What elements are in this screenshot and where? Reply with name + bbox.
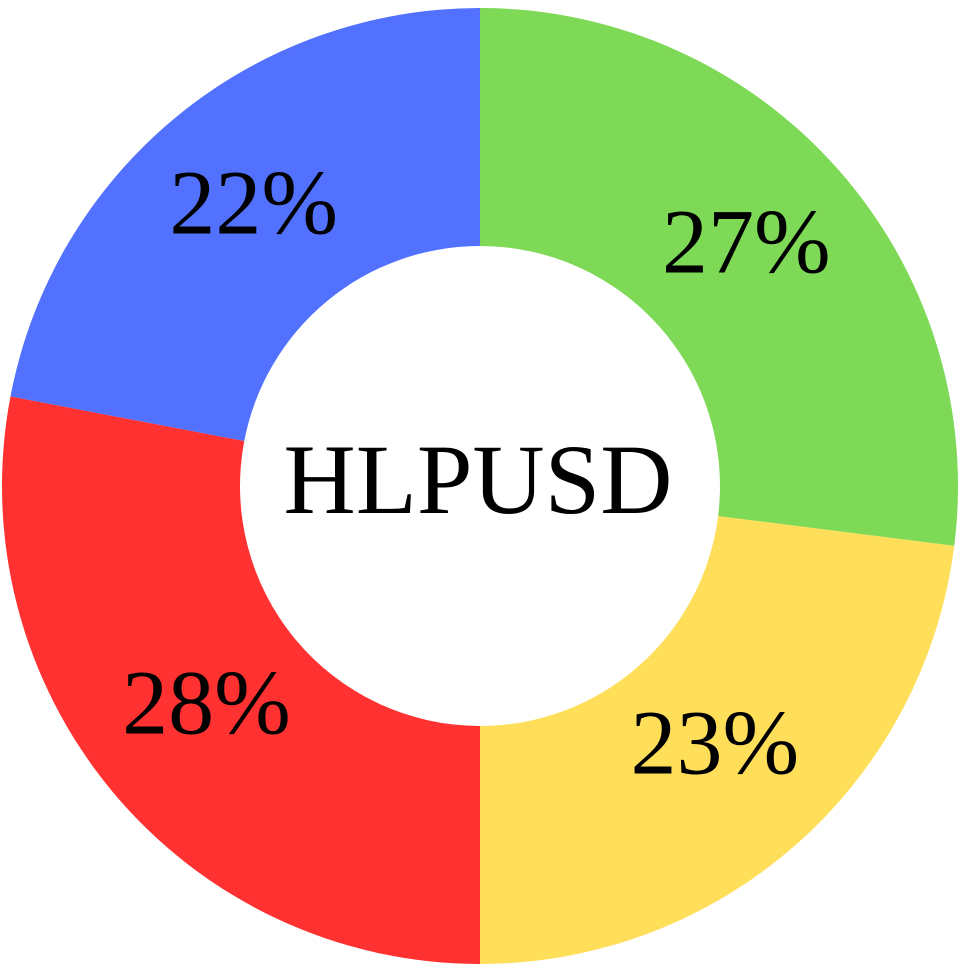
slice-label: 22%: [169, 152, 338, 254]
slice: [10, 8, 480, 442]
slice-label: 23%: [630, 691, 799, 793]
slice-label: 28%: [122, 651, 291, 753]
slice: [480, 8, 958, 546]
slices: [2, 8, 958, 964]
slice-label: 27%: [662, 190, 831, 292]
slice: [480, 516, 955, 964]
center-title: HLPUSD: [284, 424, 673, 535]
slice: [2, 396, 481, 964]
